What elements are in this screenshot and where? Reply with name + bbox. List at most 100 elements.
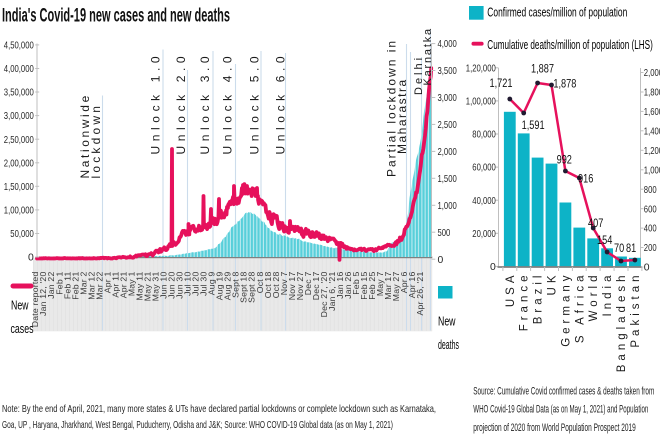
svg-text:May 21: May 21 (143, 272, 153, 302)
svg-text:Dec 7: Dec 7 (303, 272, 313, 296)
svg-text:2,50,000: 2,50,000 (4, 135, 34, 146)
svg-text:4,000: 4,000 (438, 39, 457, 50)
svg-text:Jun 20: Jun 20 (167, 272, 177, 299)
svg-text:Jan 12, '20: Jan 12, '20 (38, 272, 48, 316)
svg-text:3,000: 3,000 (438, 93, 457, 104)
svg-text:Apr 1: Apr 1 (102, 272, 112, 294)
svg-text:500: 500 (438, 228, 451, 239)
svg-text:Apr 16: Apr 16 (407, 272, 417, 299)
svg-text:USA: USA (505, 272, 517, 308)
svg-text:Nov 17: Nov 17 (287, 272, 297, 301)
svg-text:Aug 19: Aug 19 (215, 272, 225, 301)
svg-text:Apr 21: Apr 21 (118, 272, 128, 299)
svg-text:81: 81 (626, 243, 636, 255)
svg-text:2,000: 2,000 (644, 68, 660, 79)
svg-text:0: 0 (28, 253, 34, 264)
svg-text:Partial lockdown in: Partial lockdown in (384, 39, 398, 177)
svg-text:0: 0 (490, 262, 496, 273)
svg-text:3,500: 3,500 (438, 66, 457, 77)
svg-text:Apr 26, '21: Apr 26, '21 (415, 272, 425, 316)
svg-text:1,591: 1,591 (522, 120, 545, 132)
svg-text:Germany: Germany (560, 272, 572, 347)
svg-text:Maharastra: Maharastra (395, 78, 409, 154)
svg-text:1,00,000: 1,00,000 (4, 205, 34, 216)
svg-text:New: New (438, 314, 456, 329)
svg-text:1,20,000: 1,20,000 (466, 63, 496, 74)
svg-text:1,500: 1,500 (438, 174, 457, 185)
svg-text:1,000: 1,000 (438, 201, 457, 212)
svg-text:May 27: May 27 (391, 272, 401, 302)
svg-text:Jun 30: Jun 30 (175, 272, 185, 299)
svg-text:Unlock 5.0: Unlock 5.0 (247, 52, 261, 155)
svg-text:Jan 26: Jan 26 (343, 272, 353, 299)
svg-text:1,50,000: 1,50,000 (4, 182, 34, 193)
svg-text:Mar 17: Mar 17 (383, 272, 393, 300)
svg-text:1,200: 1,200 (644, 146, 660, 157)
svg-text:India's Covid-19 new cases and: India's Covid-19 new cases and new death… (2, 5, 230, 26)
svg-text:Source: Cumulative Covid confi: Source: Cumulative Covid confirmed cases… (473, 385, 654, 397)
svg-text:Jul 30: Jul 30 (199, 272, 209, 296)
svg-text:projection of 2020 from World: projection of 2020 from World Population… (473, 422, 636, 434)
svg-text:WHO Covid-19 Global Data (as o: WHO Covid-19 Global Data (as on May 1, 2… (473, 404, 648, 416)
svg-text:deaths: deaths (438, 337, 459, 352)
svg-text:May 11: May 11 (135, 272, 145, 301)
svg-text:Brazil: Brazil (533, 272, 545, 325)
svg-text:Pakistan: Pakistan (630, 272, 642, 348)
svg-text:Unlock 2.0: Unlock 2.0 (174, 52, 188, 155)
svg-text:0: 0 (644, 263, 650, 274)
svg-text:154: 154 (597, 235, 613, 247)
svg-text:Sept 28: Sept 28 (247, 272, 257, 303)
svg-text:UK: UK (547, 272, 559, 296)
svg-text:400: 400 (644, 224, 657, 235)
svg-text:2,000: 2,000 (438, 147, 457, 158)
svg-text:1,000: 1,000 (644, 165, 660, 176)
svg-text:3,00,000: 3,00,000 (4, 111, 34, 122)
svg-text:Feb 1: Feb 1 (54, 272, 64, 295)
svg-text:Jul 20: Jul 20 (191, 272, 201, 296)
svg-text:Unlock 4.0: Unlock 4.0 (220, 52, 234, 155)
svg-text:Jan 6, '21: Jan 6, '21 (327, 272, 337, 311)
svg-text:Jan 16: Jan 16 (335, 272, 345, 299)
svg-text:Nov 7: Nov 7 (279, 272, 289, 296)
svg-text:Jan 22: Jan 22 (46, 272, 56, 299)
svg-text:Aug 29: Aug 29 (223, 272, 233, 301)
svg-text:992: 992 (557, 154, 572, 166)
svg-text:May 7: May 7 (375, 272, 385, 297)
svg-text:Sept 18: Sept 18 (239, 272, 249, 303)
svg-text:Goa, UP , Haryana, Jharkhand,: Goa, UP , Haryana, Jharkhand, West Benga… (2, 419, 393, 431)
svg-text:50,000: 50,000 (10, 229, 34, 240)
svg-text:World: World (588, 272, 600, 322)
svg-text:407: 407 (588, 218, 603, 230)
svg-text:Feb 5: Feb 5 (351, 272, 361, 295)
svg-text:May 31: May 31 (151, 272, 161, 302)
svg-text:Apr 11: Apr 11 (110, 272, 120, 298)
svg-text:Oct 8: Oct 8 (255, 272, 265, 294)
svg-text:1,800: 1,800 (644, 88, 660, 99)
svg-text:Mar 22: Mar 22 (94, 272, 104, 300)
svg-text:Jul 10: Jul 10 (183, 272, 193, 296)
svg-text:Feb 15: Feb 15 (359, 272, 369, 300)
svg-text:600: 600 (644, 204, 657, 215)
svg-text:Mar 2: Mar 2 (78, 272, 88, 295)
svg-text:70: 70 (614, 243, 624, 255)
svg-text:May 1: May 1 (126, 272, 136, 297)
svg-text:India: India (602, 272, 614, 317)
svg-text:Date reported: Date reported (30, 272, 40, 328)
svg-text:Nationwide: Nationwide (78, 93, 92, 178)
svg-text:4,00,000: 4,00,000 (4, 64, 34, 75)
svg-text:2,00,000: 2,00,000 (4, 158, 34, 169)
svg-text:Oct 28: Oct 28 (271, 272, 281, 299)
svg-text:Feb 21: Feb 21 (70, 272, 80, 300)
svg-text:80,000: 80,000 (472, 130, 496, 141)
svg-text:2,500: 2,500 (438, 120, 457, 131)
svg-text:Note: By the end of April, 202: Note: By the end of April, 2021, many mo… (2, 403, 436, 415)
svg-text:Dec 27, '20: Dec 27, '20 (319, 272, 329, 318)
svg-text:Oct 18: Oct 18 (263, 272, 273, 299)
svg-text:France: France (519, 272, 531, 332)
svg-text:Karnatka: Karnatka (422, 27, 434, 85)
svg-text:1,00,000: 1,00,000 (466, 97, 496, 108)
svg-text:Mar 12: Mar 12 (86, 272, 96, 300)
svg-text:Sept 8: Sept 8 (231, 272, 241, 298)
svg-text:3,50,000: 3,50,000 (4, 88, 34, 99)
svg-text:Jun 10: Jun 10 (159, 272, 169, 299)
